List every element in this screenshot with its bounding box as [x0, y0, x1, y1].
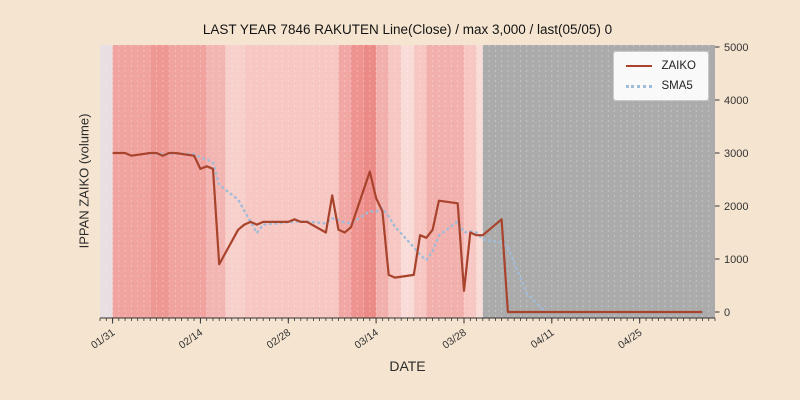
- zaiko-line: [112, 151, 703, 314]
- legend-label-sma5: SMA5: [661, 80, 693, 92]
- svg-text:1000: 1000: [724, 254, 748, 266]
- svg-text:02/28: 02/28: [265, 327, 294, 352]
- sma5-line-swatch: [626, 84, 653, 88]
- svg-text:5000: 5000: [724, 42, 748, 54]
- background-bands: [100, 45, 715, 318]
- legend-item-zaiko: ZAIKO: [626, 60, 696, 72]
- zaiko-line-swatch: [626, 65, 653, 67]
- x-axis-label: DATE: [389, 358, 426, 374]
- svg-text:0: 0: [724, 307, 730, 319]
- chart-title: LAST YEAR 7846 RAKUTEN Line(Close) / max…: [202, 22, 613, 37]
- svg-text:03/14: 03/14: [352, 327, 381, 352]
- x-tick-labels: 01/31 02/14 02/28 03/14 03/28 04/11 04/25: [89, 318, 645, 352]
- svg-text:01/31: 01/31: [89, 327, 118, 352]
- legend: ZAIKO SMA5: [613, 51, 709, 101]
- svg-text:4000: 4000: [724, 95, 748, 107]
- svg-text:04/11: 04/11: [529, 327, 557, 352]
- svg-text:04/25: 04/25: [616, 327, 645, 352]
- svg-text:2000: 2000: [724, 201, 748, 213]
- legend-label-zaiko: ZAIKO: [661, 60, 696, 72]
- svg-text:3000: 3000: [724, 148, 748, 160]
- y-tick-labels: 0 1000 2000 3000 4000 5000: [715, 42, 748, 319]
- legend-item-sma5: SMA5: [626, 80, 696, 92]
- svg-text:02/14: 02/14: [177, 327, 206, 352]
- day-gridlines: [105, 45, 710, 318]
- svg-text:03/28: 03/28: [440, 327, 469, 352]
